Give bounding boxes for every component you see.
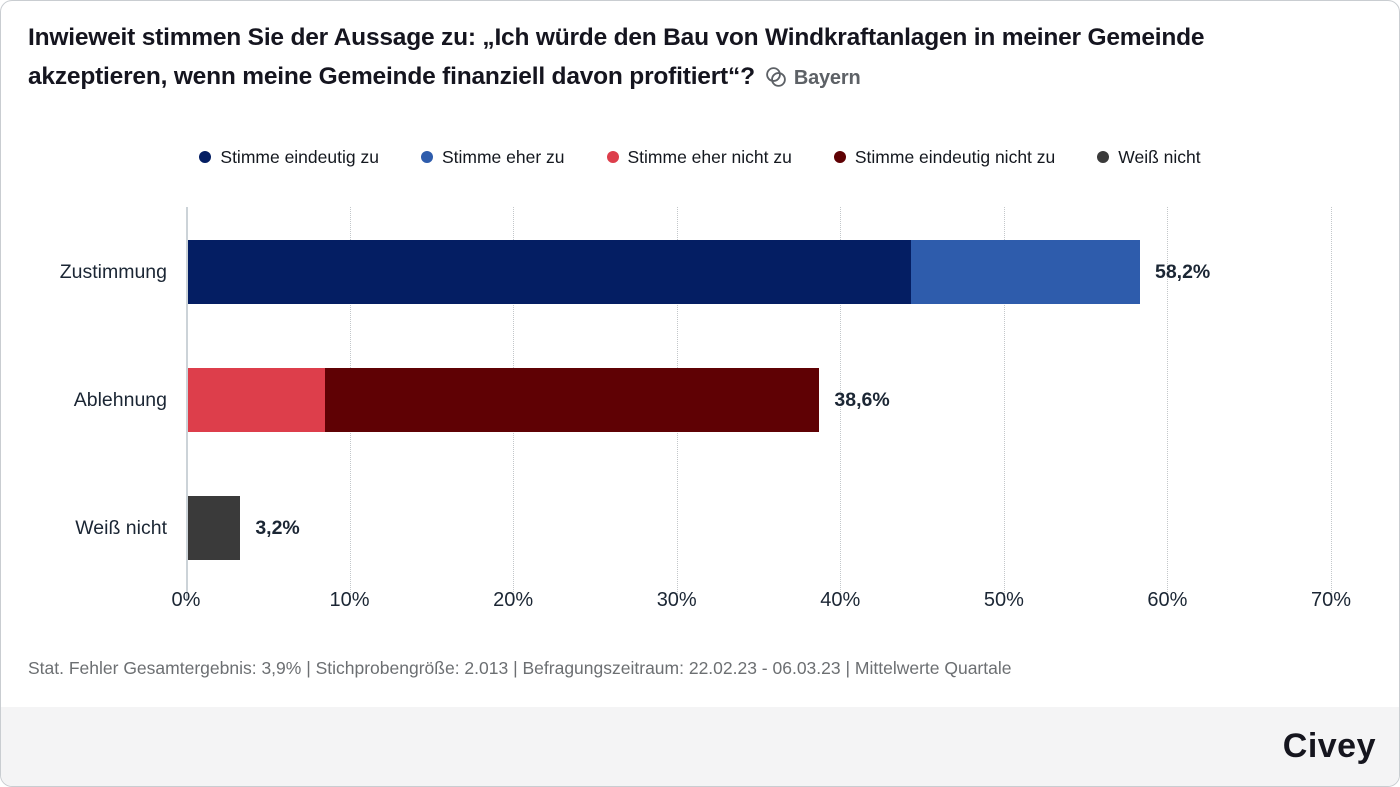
- x-tick-label: 10%: [329, 589, 370, 611]
- legend-label: Stimme eher nicht zu: [627, 146, 792, 167]
- x-tick-label: 60%: [1147, 589, 1188, 611]
- value-label: 3,2%: [255, 517, 300, 539]
- legend-item[interactable]: Stimme eindeutig nicht zu: [833, 146, 1056, 168]
- category-label: Zustimmung: [59, 261, 167, 283]
- stats-line: Stat. Fehler Gesamtergebnis: 3,9% | Stic…: [28, 658, 1012, 678]
- region-tag: Bayern: [755, 67, 861, 89]
- legend-dot-icon: [833, 151, 846, 163]
- legend-dot-icon: [199, 151, 212, 163]
- legend-label: Stimme eindeutig zu: [220, 146, 379, 167]
- value-label: 38,6%: [834, 389, 890, 411]
- legend-dot-icon: [1097, 151, 1110, 163]
- legend-item[interactable]: Weiß nicht: [1097, 146, 1201, 168]
- page-title: Inwieweit stimmen Sie der Aussage zu: „I…: [28, 18, 1328, 98]
- x-tick-label: 70%: [1310, 589, 1352, 611]
- x-tick-label: 30%: [656, 589, 697, 611]
- x-tick-label: 20%: [493, 589, 534, 611]
- x-tick-label: 0%: [171, 589, 201, 611]
- axis-line: [186, 207, 188, 601]
- category-label: Ablehnung: [73, 389, 167, 411]
- legend-item[interactable]: Stimme eher nicht zu: [606, 146, 792, 168]
- civey-logo: Civey: [1282, 727, 1376, 765]
- gridline: [1167, 207, 1169, 594]
- value-label: 58,2%: [1154, 261, 1211, 283]
- bar-chart: 0% 10% 20% 30% 40% 50% 60% 70% Zustimmung 58,2% Ab…: [1, 206, 1399, 611]
- bar-segment[interactable]: [188, 496, 241, 560]
- legend-dot-icon: [606, 151, 619, 163]
- bar-segment[interactable]: [325, 368, 820, 432]
- overlapping-circles-icon: [766, 67, 786, 87]
- chart-legend: Stimme eindeutig zu Stimme eher zu Stimme …: [1, 143, 1399, 171]
- legend-item[interactable]: Stimme eher zu: [420, 146, 565, 168]
- gridline: [1003, 207, 1005, 594]
- legend-label: Stimme eher zu: [441, 146, 565, 167]
- category-label: Weiß nicht: [75, 517, 167, 539]
- x-tick-label: 40%: [820, 589, 861, 611]
- legend-item[interactable]: Stimme eindeutig zu: [199, 147, 379, 168]
- x-tick-label: 50%: [983, 589, 1024, 611]
- legend-dot-icon: [420, 151, 433, 163]
- footer-bar: Civey: [1, 707, 1399, 786]
- bar-segment[interactable]: [910, 240, 1140, 304]
- bar-segment[interactable]: [188, 240, 911, 304]
- gridline: [840, 207, 842, 594]
- bar-segment[interactable]: [188, 368, 326, 432]
- region-label: Bayern: [793, 67, 861, 89]
- gridline: [1331, 207, 1332, 594]
- question-text: Inwieweit stimmen Sie der Aussage zu: „I…: [28, 24, 1205, 90]
- legend-label: Weiß nicht: [1118, 146, 1201, 167]
- legend-label: Stimme eindeutig nicht zu: [854, 146, 1056, 167]
